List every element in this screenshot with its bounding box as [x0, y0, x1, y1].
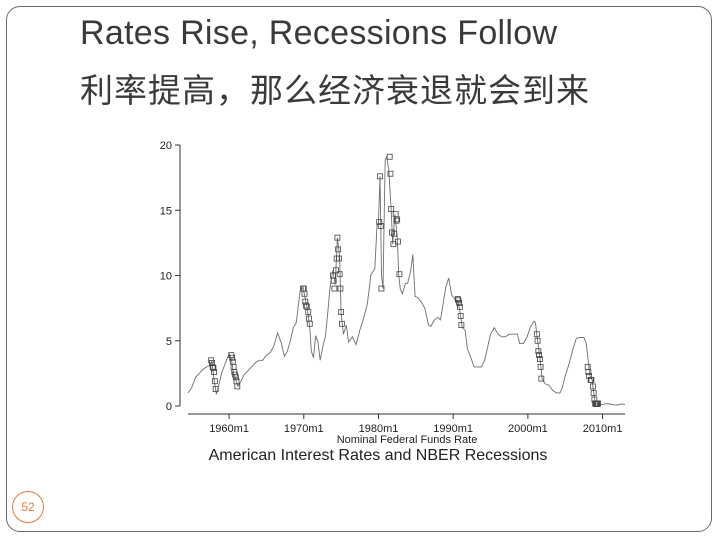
recession-marker — [396, 271, 403, 278]
recession-marker — [306, 320, 313, 327]
recession-marker — [457, 303, 463, 310]
y-tick-label: 15 — [160, 205, 172, 217]
recession-marker — [234, 383, 241, 390]
y-tick-label: 0 — [166, 401, 172, 413]
recession-marker — [391, 230, 398, 237]
recession-markers — [208, 153, 602, 407]
recession-marker — [333, 267, 339, 274]
x-tick-label: 1990m1 — [433, 423, 473, 435]
chart-labels: Nominal Federal Funds Rate American Inte… — [209, 434, 548, 464]
recession-marker — [330, 277, 337, 284]
recession-marker — [230, 363, 237, 370]
recession-marker — [456, 300, 463, 306]
recession-marker — [232, 374, 239, 381]
recession-marker — [336, 271, 343, 278]
recession-marker — [337, 285, 344, 292]
recession-marker — [395, 238, 401, 245]
chart-series — [187, 155, 626, 406]
recession-marker — [212, 386, 219, 392]
recession-marker — [335, 246, 342, 253]
recession-marker — [392, 211, 399, 218]
recession-marker — [334, 234, 341, 241]
recession-marker — [229, 354, 235, 361]
recession-marker — [330, 272, 336, 279]
recession-marker — [394, 216, 401, 223]
recession-marker — [210, 365, 217, 372]
y-tick-label: 20 — [160, 140, 172, 152]
recession-marker — [536, 352, 542, 359]
recession-marker — [377, 223, 384, 229]
recession-marker — [533, 331, 540, 338]
recession-marker — [376, 219, 383, 225]
fed-funds-rate-line — [187, 155, 626, 406]
recession-marker — [331, 285, 338, 292]
recession-marker — [594, 401, 601, 407]
slide-frame — [6, 6, 712, 532]
recession-marker — [537, 363, 544, 370]
recession-marker — [595, 400, 602, 407]
recession-marker — [536, 356, 543, 362]
y-tick-label: 5 — [166, 336, 172, 348]
recession-marker — [378, 285, 385, 292]
recession-marker — [388, 206, 395, 212]
recession-marker — [588, 376, 595, 383]
recession-marker — [534, 337, 541, 344]
recession-marker — [457, 313, 464, 319]
slide-title-english: Rates Rise, Recessions Follow — [80, 14, 558, 52]
y-tick-label: 10 — [160, 271, 172, 283]
recession-marker — [338, 320, 345, 327]
recession-marker — [303, 302, 309, 309]
x-tick-label: 1970m1 — [284, 423, 324, 435]
x-tick-label: 2010m1 — [583, 423, 623, 435]
recession-marker — [305, 309, 312, 315]
chart-title: American Interest Rates and NBER Recessi… — [209, 447, 548, 464]
recession-marker — [585, 369, 592, 375]
recession-marker — [211, 369, 218, 375]
recession-marker — [538, 375, 545, 382]
recession-marker — [387, 170, 394, 177]
x-tick-label: 1960m1 — [209, 423, 249, 435]
recession-marker — [386, 153, 393, 160]
x-axis-label: Nominal Federal Funds Rate — [337, 434, 478, 446]
recession-marker — [393, 217, 400, 224]
slide-title-chinese: 利率提高，那么经济衰退就会到来 — [80, 71, 590, 110]
recession-marker — [589, 383, 596, 390]
chart-axes: 0 5 10 15 20 1960m1 1970m1 1980m1 1990m1 2000m1 20… — [160, 140, 625, 435]
x-tick-label: 1980m1 — [359, 423, 399, 435]
recession-marker — [211, 378, 218, 385]
page-number-badge: 52 — [12, 491, 44, 523]
recession-marker — [338, 309, 345, 315]
recession-marker — [301, 290, 308, 297]
recession-marker — [335, 255, 342, 262]
recession-marker — [590, 390, 597, 396]
recession-marker — [454, 296, 461, 302]
recession-marker — [535, 348, 542, 355]
recession-marker — [377, 173, 383, 180]
x-tick-label: 2000m1 — [508, 423, 548, 435]
recession-marker — [458, 322, 465, 328]
